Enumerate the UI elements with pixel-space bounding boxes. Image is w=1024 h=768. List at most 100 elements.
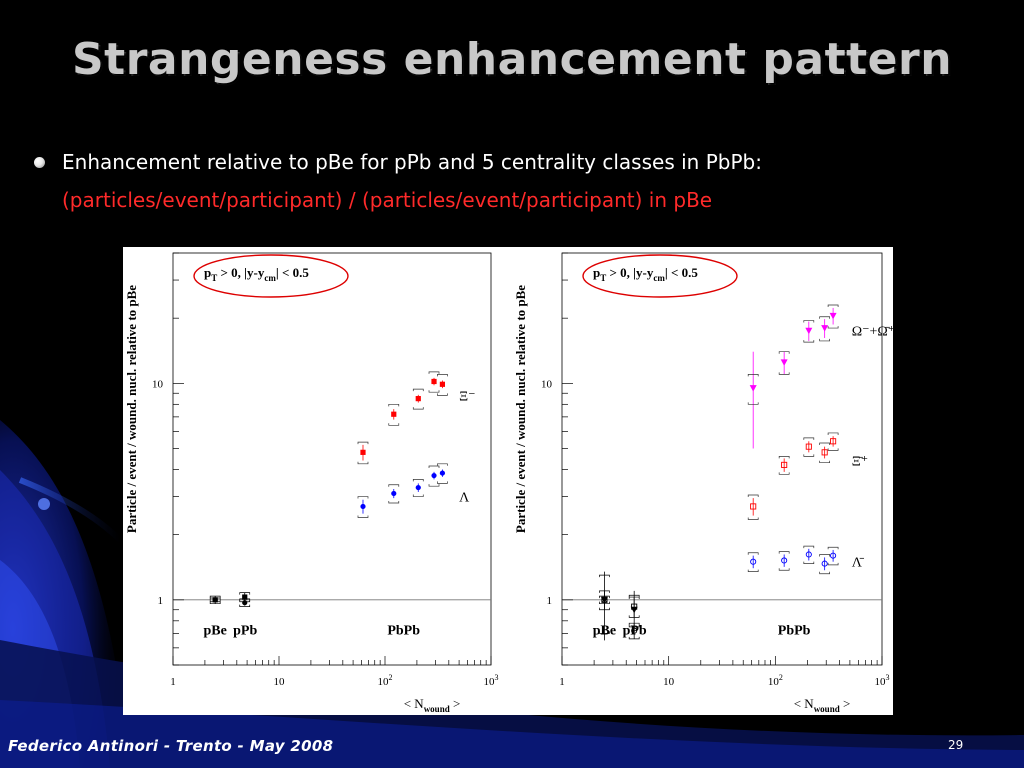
systematic-bracket: [412, 388, 424, 410]
data-point: [212, 597, 218, 603]
systematic-bracket: [437, 463, 448, 484]
data-point: [821, 325, 829, 332]
data-point: [750, 558, 757, 565]
series-4: [599, 590, 640, 618]
x-tick-label: 10: [274, 676, 286, 688]
x-axis-label: < Nwound >: [404, 696, 461, 714]
data-point: [439, 470, 446, 476]
figure-panel: 1 10 102 103 1 10 < Nwound > Particle / event /…: [123, 247, 893, 715]
systematic-bracket: [428, 465, 440, 487]
bullet-text: Enhancement relative to pBe for pPb and …: [62, 150, 762, 174]
series-label: Λ̄: [852, 556, 865, 571]
data-point: [242, 600, 248, 606]
systematic-bracket: [239, 598, 251, 608]
page-number: 29: [948, 738, 964, 752]
bullet-subtext: (particles/event/participant) / (particl…: [62, 188, 713, 212]
systematic-bracket: [778, 551, 790, 571]
series-label: Ξ̄⁺: [852, 455, 868, 470]
kinematic-cut-label: pT > 0, |y-ycm| < 0.5: [593, 265, 698, 283]
systematic-bracket: [803, 437, 815, 457]
systematic-bracket: [827, 546, 839, 566]
data-point: [830, 438, 837, 445]
series-5: [599, 595, 640, 640]
systematic-bracket: [388, 403, 400, 426]
systematic-bracket: [778, 351, 790, 375]
series-0: Ξ⁻: [357, 371, 475, 465]
plot-frame: [172, 252, 492, 666]
data-point: [242, 594, 248, 600]
x-tick-label: 10: [663, 676, 675, 688]
region-label: pPb: [623, 624, 647, 639]
footer-author: Federico Antinori - Trento - May 2008: [8, 737, 334, 755]
chart-panel-2: 1 10 102 103 1 10 < Nwound > Particle / event /…: [513, 252, 893, 714]
y-tick-label: 1: [158, 595, 164, 607]
systematic-bracket: [747, 374, 759, 405]
data-point: [805, 443, 812, 450]
data-point: [830, 552, 837, 559]
plot-frame: [561, 252, 883, 666]
systematic-bracket: [599, 595, 610, 605]
x-axis-label: < Nwound >: [794, 696, 851, 714]
highlight-ellipse: [582, 254, 738, 298]
series-3: [209, 597, 251, 608]
systematic-bracket: [819, 316, 831, 342]
data-point: [391, 490, 397, 497]
series-0: Ω⁻+Ω̄⁺: [747, 304, 893, 449]
data-point: [805, 551, 812, 558]
data-point: [750, 503, 757, 510]
data-point: [805, 327, 813, 335]
data-point: [821, 449, 828, 456]
systematic-bracket: [628, 622, 640, 640]
data-point: [360, 503, 366, 510]
data-point: [749, 385, 757, 392]
systematic-bracket: [803, 545, 815, 564]
systematic-bracket: [437, 374, 448, 396]
series-label: Ω⁻+Ω̄⁺: [852, 325, 893, 340]
data-point: [631, 627, 638, 634]
systematic-bracket: [778, 456, 790, 475]
systematic-bracket: [599, 574, 610, 634]
bullet-dot-icon: [34, 157, 45, 168]
x-tick-label: 102: [768, 673, 783, 688]
data-point: [781, 557, 788, 564]
x-tick-label: 103: [875, 673, 890, 688]
systematic-bracket: [819, 554, 831, 575]
data-point: [431, 472, 437, 479]
kinematic-cut-label: pT > 0, |y-ycm| < 0.5: [204, 265, 309, 283]
series-label: Λ: [459, 491, 470, 506]
series-1: Ξ̄⁺: [747, 432, 868, 520]
systematic-bracket: [747, 552, 759, 572]
series-1: Λ: [357, 463, 470, 518]
data-point: [415, 396, 421, 402]
x-tick-label: 103: [484, 673, 499, 688]
data-point: [821, 560, 828, 567]
region-label: PbPb: [778, 624, 811, 639]
systematic-bracket: [599, 590, 610, 611]
systematic-bracket: [412, 479, 424, 497]
x-tick-label: 102: [378, 673, 393, 688]
data-point: [391, 411, 397, 417]
systematic-bracket: [747, 494, 759, 520]
y-tick-label: 1: [547, 595, 553, 607]
systematic-bracket: [827, 304, 839, 329]
y-tick-label: 10: [541, 378, 553, 390]
y-tick-label: 10: [152, 378, 164, 390]
highlight-ellipse: [193, 254, 349, 298]
data-point: [781, 461, 788, 468]
x-tick-label: 1: [559, 676, 565, 688]
figure-svg: 1 10 102 103 1 10 < Nwound > Particle / event /…: [124, 252, 893, 714]
x-tick-label: 1: [170, 676, 176, 688]
data-point: [415, 484, 421, 491]
systematic-bracket: [803, 320, 815, 343]
y-axis-label: Particle / event / wound. nucl. relative…: [513, 285, 528, 533]
data-point: [439, 381, 446, 387]
data-point: [631, 603, 638, 610]
data-point: [360, 449, 366, 455]
data-point: [780, 359, 788, 366]
systematic-bracket: [827, 432, 839, 451]
systematic-bracket: [209, 595, 221, 605]
systematic-bracket: [357, 496, 369, 518]
systematic-bracket: [819, 442, 831, 464]
data-point: [431, 378, 437, 385]
data-point: [829, 312, 837, 320]
